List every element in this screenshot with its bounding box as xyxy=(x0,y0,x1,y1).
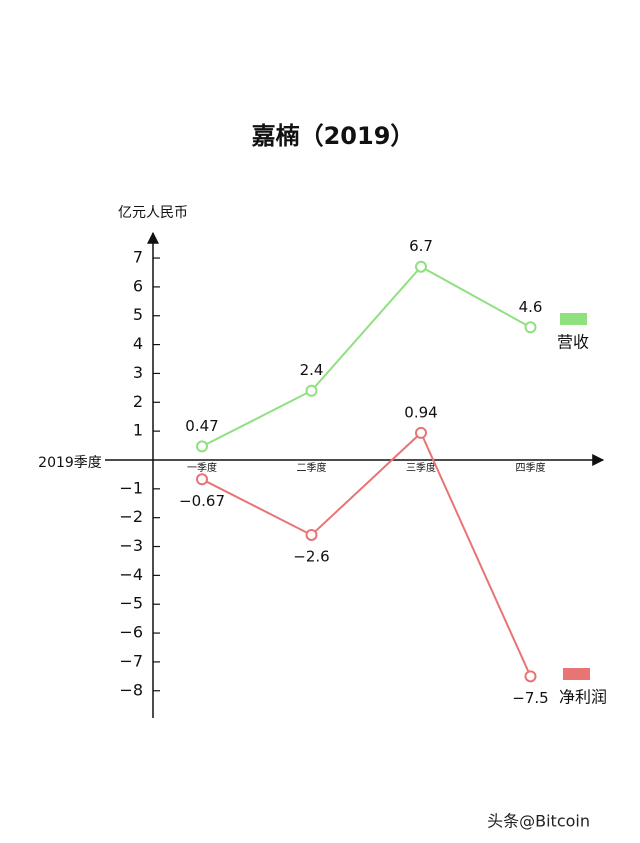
x-tick-label: 三季度 xyxy=(406,461,436,474)
y-tick-label: 7 xyxy=(133,248,143,267)
data-point xyxy=(305,528,318,541)
chart-title: 嘉楠（2019） xyxy=(252,122,415,150)
y-tick-label: 1 xyxy=(133,421,143,440)
data-label: 6.7 xyxy=(409,237,433,255)
y-tick-label: −5 xyxy=(119,594,143,613)
data-label: 0.94 xyxy=(404,403,437,421)
y-tick-label: −2 xyxy=(119,507,143,526)
x-tick-label: 二季度 xyxy=(297,461,327,474)
legend-swatch xyxy=(563,668,590,680)
y-tick-label: 2 xyxy=(133,392,143,411)
legend-swatch xyxy=(560,313,587,325)
data-label: −0.67 xyxy=(179,492,225,510)
data-point xyxy=(415,426,427,439)
data-label: −7.5 xyxy=(512,689,548,707)
series-line xyxy=(201,431,532,677)
y-tick-label: −7 xyxy=(119,651,143,670)
y-tick-label: 6 xyxy=(133,276,143,295)
y-tick-label: −1 xyxy=(119,478,143,497)
y-tick-label: −8 xyxy=(119,680,143,699)
series-line xyxy=(201,265,531,448)
x-tick-label: 四季度 xyxy=(516,461,546,474)
data-point xyxy=(524,321,537,334)
data-label: −2.6 xyxy=(293,547,329,565)
data-label: 4.6 xyxy=(519,298,543,316)
x-tick-label: 一季度 xyxy=(187,461,217,474)
data-point xyxy=(524,670,537,683)
data-point xyxy=(305,384,318,397)
legend-label: 营收 xyxy=(557,333,589,352)
legend-label: 净利润 xyxy=(559,688,607,707)
y-tick-label: −4 xyxy=(119,565,143,584)
y-tick-label: 3 xyxy=(133,363,143,382)
y-tick-label: 5 xyxy=(133,305,143,324)
data-label: 2.4 xyxy=(300,361,324,379)
x-axis-label: 2019季度 xyxy=(38,455,102,471)
data-point xyxy=(196,440,208,453)
y-tick-label: 4 xyxy=(133,334,143,353)
data-label: 0.47 xyxy=(185,417,218,435)
y-tick-label: −3 xyxy=(119,536,143,555)
data-point xyxy=(196,473,208,486)
data-point xyxy=(415,260,427,273)
y-tick-label: −6 xyxy=(119,623,143,642)
watermark: 头条@Bitcoin xyxy=(487,812,590,831)
y-axis-label: 亿元人民币 xyxy=(118,205,188,221)
